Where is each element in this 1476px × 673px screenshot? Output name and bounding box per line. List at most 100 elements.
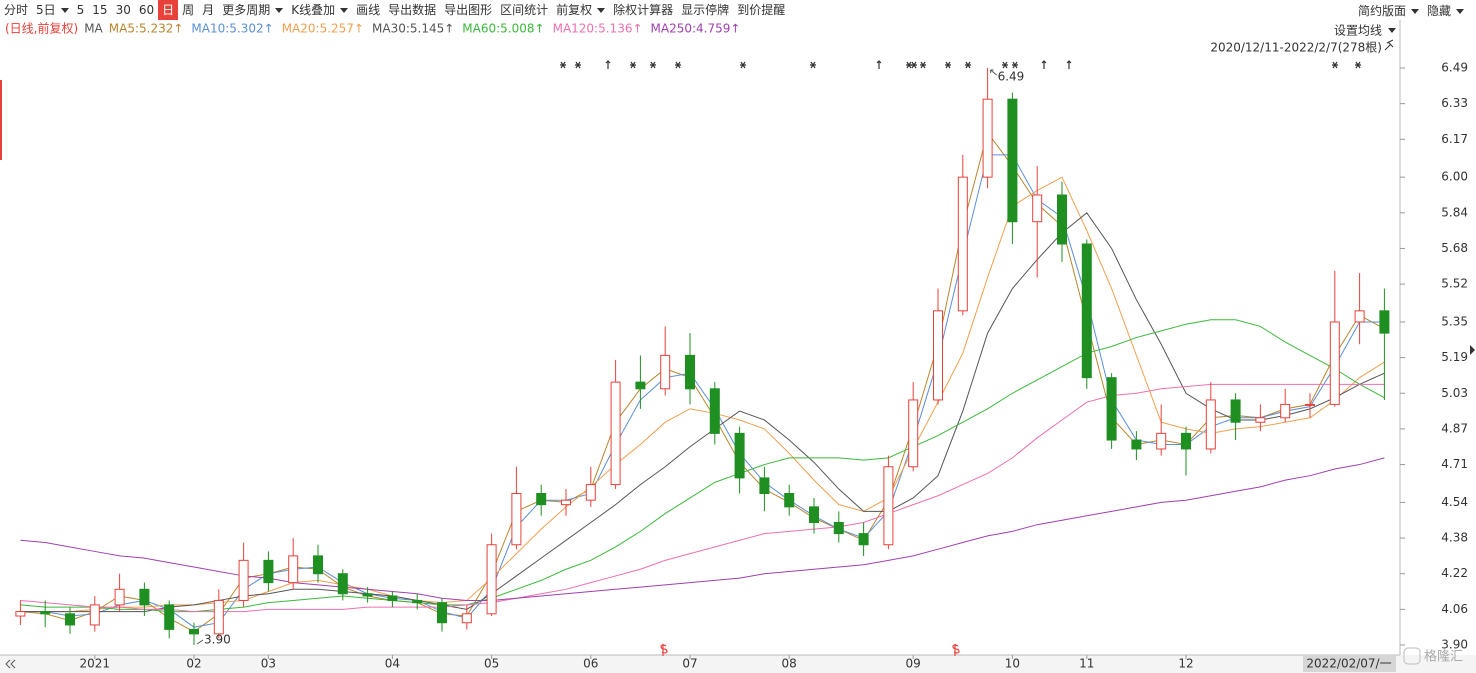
x-tick-label: 09 [906, 657, 921, 671]
expand-arrow[interactable] [1470, 345, 1475, 355]
legend-entry: MA60:5.008↑ [462, 22, 544, 36]
legend-entry: MA5:5.232↑ [109, 22, 184, 36]
candle-body [511, 493, 522, 546]
toolbar-right: 简约版面 隐藏 [1354, 0, 1468, 20]
legend-indicator: MA [84, 22, 103, 36]
toolbar-item[interactable]: 到价提醒 [737, 3, 786, 17]
candle-body [1032, 194, 1043, 223]
y-tick-label: 4.54 [1441, 495, 1468, 509]
toolbar-item[interactable]: 导出数据 [388, 3, 437, 17]
toolbar-item[interactable]: K线叠加 [287, 0, 352, 20]
event-icon [1066, 60, 1072, 69]
y-tick-label: 5.19 [1441, 350, 1468, 364]
candle-body [337, 573, 348, 595]
toolbar-item[interactable]: 15 [92, 3, 108, 17]
y-tick-label: 4.06 [1441, 602, 1468, 616]
event-icon [911, 61, 917, 69]
settings-label[interactable]: 设置均线 [1334, 24, 1382, 38]
annotation: 6.49 [998, 70, 1025, 84]
event-icon [630, 61, 636, 69]
candle-body [1280, 403, 1291, 419]
legend-entry: MA20:5.257↑ [282, 22, 364, 36]
candle-body [734, 432, 745, 479]
toolbar-item[interactable]: 更多周期 [218, 0, 287, 20]
candle-body [709, 388, 720, 434]
pin-icon[interactable] [1384, 39, 1394, 51]
candle-body [610, 381, 621, 486]
candle-body [957, 176, 968, 312]
toolbar-item[interactable]: 60 [138, 3, 155, 17]
toolbar-item[interactable]: 月 [202, 3, 215, 17]
x-tick-label: 03 [261, 657, 276, 671]
candle-body [858, 533, 869, 546]
candle-body [759, 477, 770, 495]
toolbar-item[interactable]: 5日 [32, 0, 73, 20]
legend-entry: MA30:5.145↑ [372, 22, 454, 36]
event-icon [1012, 61, 1018, 69]
watermark: 格隆汇 [1424, 649, 1463, 665]
toolbar-item[interactable]: 日 [158, 0, 179, 20]
event-icon [1002, 61, 1008, 69]
candle-body [1156, 432, 1167, 450]
toolbar-item[interactable]: 区间统计 [500, 3, 549, 17]
y-tick-label: 4.38 [1441, 531, 1468, 545]
candle-body [164, 604, 175, 630]
candle-body [833, 521, 844, 535]
event-icon [1332, 61, 1338, 69]
toolbar-item[interactable]: 5 [76, 3, 85, 17]
toolbar-right-item[interactable]: 隐藏 [1423, 2, 1468, 19]
toolbar-item[interactable]: 分时 [4, 3, 29, 17]
y-tick-label: 6.00 [1441, 170, 1468, 184]
y-tick-label: 5.03 [1441, 386, 1468, 400]
y-tick-label: 5.84 [1441, 205, 1468, 219]
candle-body [139, 588, 150, 606]
toolbar-item[interactable]: 前复权 [552, 0, 609, 20]
ma-line [20, 131, 1385, 633]
toolbar: 分时 5日 5 15 30 60 日周月更多周期 K线叠加 画线 导出数据 导出图形 区间统计 前复权除… [0, 0, 1476, 20]
candle-body [635, 381, 646, 390]
candle-body [1131, 439, 1142, 450]
candle-body [660, 354, 671, 390]
x-tick-label: 12 [1178, 657, 1193, 671]
x-tick-label: 05 [484, 657, 499, 671]
candle-body [933, 310, 943, 401]
y-tick-label: 5.35 [1441, 314, 1468, 328]
candle-body [461, 613, 472, 624]
x-tick-label: 02 [186, 657, 201, 671]
candle-body [1057, 194, 1067, 245]
candle-body [536, 493, 547, 506]
event-icon [560, 61, 566, 69]
toolbar-item[interactable]: 30 [115, 3, 131, 17]
event-icon [920, 61, 926, 69]
x-tick-label: 10 [1005, 657, 1020, 671]
scroll-left[interactable] [5, 659, 16, 669]
candle-body [585, 484, 596, 501]
candle-body [1106, 377, 1117, 441]
toolbar-item[interactable]: 显示停牌 [681, 3, 730, 17]
candle-body [362, 593, 373, 597]
toolbar-item[interactable]: 周 [182, 3, 195, 17]
settings-arrow[interactable] [1388, 28, 1396, 33]
cursor-date: 2022/02/07/一 [1306, 657, 1391, 671]
logo-icon [1403, 647, 1421, 665]
candle-body [685, 354, 695, 390]
toolbar-item[interactable]: 画线 [356, 3, 381, 17]
y-tick-label: 6.33 [1441, 96, 1468, 110]
candle-body [89, 604, 100, 626]
event-icon [810, 61, 816, 69]
toolbar-right-item[interactable]: 简约版面 [1354, 2, 1423, 19]
candle-body [883, 466, 894, 546]
ma-line [20, 176, 1385, 613]
candle-body [412, 599, 423, 604]
x-tick-label: 08 [782, 657, 797, 671]
event-icon [876, 60, 882, 69]
candle-body [263, 559, 274, 584]
event-icon [965, 61, 971, 69]
candle-body [1329, 321, 1340, 405]
x-axis-bar [0, 655, 1476, 673]
toolbar-item[interactable]: 除权计算器 [613, 3, 674, 17]
event-icon [605, 60, 611, 69]
toolbar-item[interactable]: 导出图形 [444, 3, 493, 17]
event-icon [1355, 61, 1361, 69]
